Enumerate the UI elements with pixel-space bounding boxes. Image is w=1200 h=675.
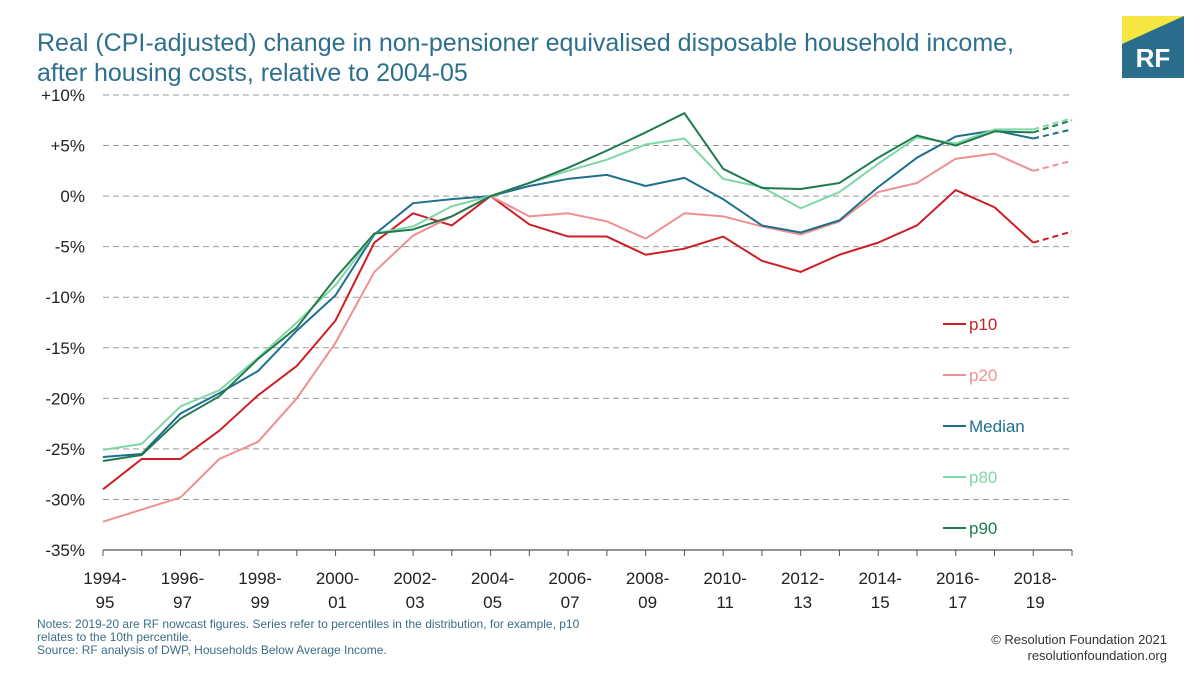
x-tick-label: 2004- [471, 569, 514, 588]
chart-title: Real (CPI-adjusted) change in non-pensio… [37, 28, 1097, 88]
legend-label-p20: p20 [969, 366, 997, 385]
x-tick-label: 2008- [626, 569, 669, 588]
y-tick-label: -35% [45, 541, 85, 560]
x-tick-label: 2016- [936, 569, 979, 588]
x-tick-label: 1996- [161, 569, 204, 588]
x-axis: 1994- 95 1996- 97 1998- 99 2000- 01 2002- 03 2004-… [83, 549, 1073, 610]
series-line-p90 [102, 112, 1034, 463]
series-nowcast-p80 [1032, 117, 1073, 131]
y-axis: +10% +5% 0% -5% -10% -15% -20% -25% -30% -35% [41, 86, 85, 560]
x-tick-label: 2010- [703, 569, 746, 588]
series-line-p80 [102, 128, 1034, 451]
legend-label-p10: p10 [969, 315, 997, 334]
legend-label-median: Median [969, 417, 1025, 436]
copyright-text: © Resolution Foundation 2021 [991, 632, 1167, 647]
series-nowcast-p90 [1032, 119, 1073, 134]
x-tick-label: 13 [793, 593, 812, 610]
gridlines [103, 94, 1072, 500]
x-tick-label: 01 [328, 593, 347, 610]
x-tick-label: 2018- [1013, 569, 1056, 588]
x-tick-label: 15 [871, 593, 890, 610]
y-tick-label: -30% [45, 490, 85, 509]
y-tick-label: -20% [45, 389, 85, 408]
x-tick-label: 09 [638, 593, 657, 610]
chart-notes: Notes: 2019-20 are RF nowcast figures. S… [37, 618, 617, 657]
line-chart: +10%+5%0%-5%-10%-15%-20%-25%-30%-35% 199… [41, 86, 1073, 610]
rf-logo: RF [1122, 16, 1184, 78]
y-tick-label: 0% [60, 187, 85, 206]
x-tick-label: 2006- [548, 569, 591, 588]
legend-label-p80: p80 [969, 468, 997, 487]
series-nowcast-p20 [1032, 159, 1073, 172]
notes-line-3: Source: RF analysis of DWP, Households B… [37, 643, 387, 657]
legend: p10 p20 Median p80 p90 [943, 315, 1025, 538]
y-tick-label: +10% [41, 86, 85, 105]
x-tick-label: 95 [96, 593, 115, 610]
logo-accent [1122, 16, 1184, 44]
x-tick-label: 03 [406, 593, 425, 610]
y-tick-label: +5% [51, 137, 86, 156]
x-tick-label: 19 [1026, 593, 1045, 610]
logo-text: RF [1136, 43, 1171, 73]
y-tick-label: -5% [55, 238, 85, 257]
series-line-p20 [102, 152, 1034, 523]
x-tick-label: 05 [483, 593, 502, 610]
series-nowcast-median [1033, 128, 1073, 140]
x-tick-label: 2000- [316, 569, 359, 588]
y-tick-label: -25% [45, 440, 85, 459]
credits: © Resolution Foundation 2021 resolutionf… [991, 632, 1167, 664]
notes-line-1: Notes: 2019-20 are RF nowcast figures. S… [37, 617, 580, 631]
x-tick-label: 2012- [781, 569, 824, 588]
title-line-2: after housing costs, relative to 2004-05 [37, 59, 468, 87]
x-tick-label: 2002- [393, 569, 436, 588]
notes-line-2: relates to the 10th percentile. [37, 630, 192, 644]
title-line-1: Real (CPI-adjusted) change in non-pensio… [37, 29, 1015, 57]
series-nowcast-p10 [1032, 230, 1073, 244]
series-line-median [102, 129, 1034, 458]
x-tick-label: 1998- [238, 569, 281, 588]
x-tick-label: 11 [716, 593, 734, 610]
series-line-p10 [102, 189, 1034, 491]
x-tick-label: 07 [561, 593, 580, 610]
x-tick-label: 97 [173, 593, 192, 610]
y-tick-label: -10% [45, 288, 85, 307]
x-tick-label: 17 [948, 593, 967, 610]
website-text: resolutionfoundation.org [1027, 648, 1168, 663]
legend-label-p90: p90 [969, 519, 997, 538]
x-tick-label: 1994- [83, 569, 126, 588]
x-tick-label: 2014- [858, 569, 901, 588]
x-tick-label: 99 [251, 593, 270, 610]
y-tick-label: -15% [45, 339, 85, 358]
series-lines [102, 112, 1073, 523]
